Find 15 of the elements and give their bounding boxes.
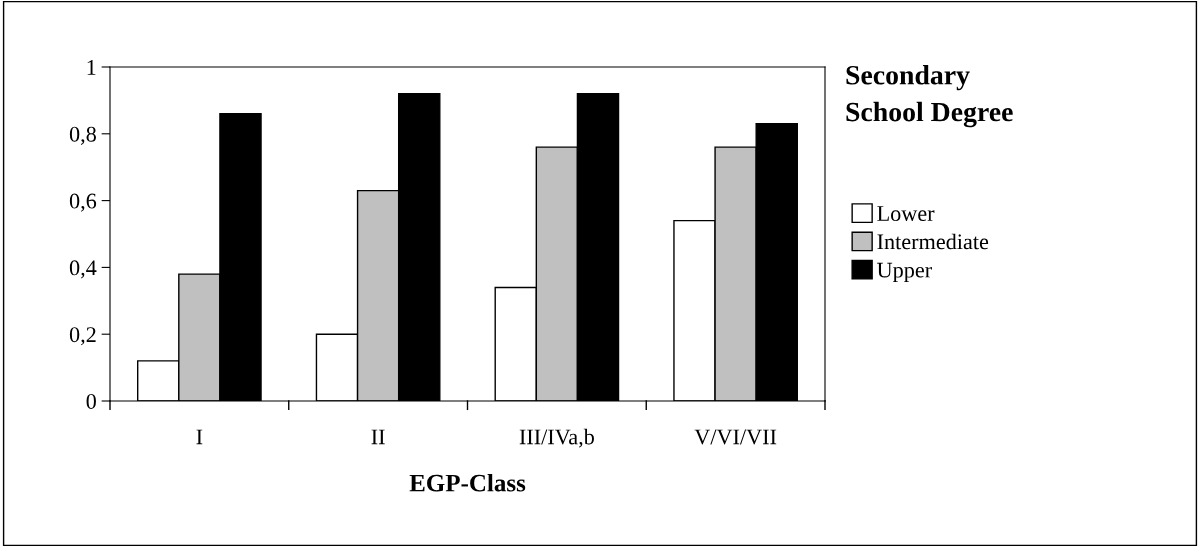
legend-label: Upper xyxy=(877,262,932,283)
y-tick-label: 0 xyxy=(86,393,96,409)
x-tick-label: II xyxy=(371,429,385,445)
y-tick-label: 0,2 xyxy=(69,327,96,346)
x-tick-label: V/VI/VII xyxy=(694,429,777,445)
x-tick-label: I xyxy=(196,429,203,445)
legend-label: Lower xyxy=(877,206,935,222)
x-axis-title: EGP-Class xyxy=(409,473,526,492)
legend-title: Secondary School Degree xyxy=(846,65,1013,128)
legend-label: Intermediate xyxy=(877,233,989,250)
y-tick-label: 0,6 xyxy=(69,193,97,212)
y-tick-label: 1 xyxy=(87,60,96,75)
y-tick-label: 0,4 xyxy=(69,260,97,279)
x-tick-label: III/IVa,b xyxy=(519,428,594,448)
y-tick-label: 0,8 xyxy=(69,126,96,145)
